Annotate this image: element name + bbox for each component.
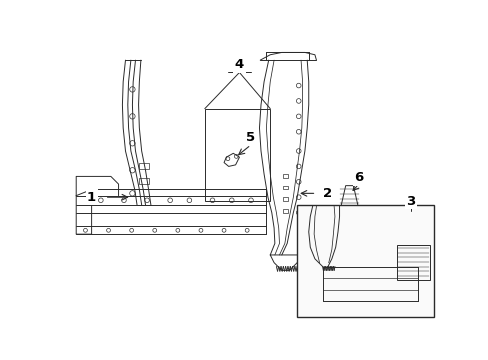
Text: 6: 6: [353, 171, 363, 184]
Text: 2: 2: [323, 187, 332, 200]
Bar: [297, 205, 433, 316]
Circle shape: [345, 294, 348, 296]
Circle shape: [382, 271, 385, 274]
Bar: [396, 245, 429, 280]
Text: 1: 1: [87, 191, 96, 204]
Text: 3: 3: [406, 194, 415, 208]
Bar: [283, 174, 287, 178]
Bar: [283, 186, 287, 189]
Bar: [283, 209, 287, 213]
Text: 5: 5: [246, 131, 255, 144]
Text: 4: 4: [234, 58, 244, 71]
Bar: [139, 163, 148, 169]
Circle shape: [330, 294, 332, 296]
Circle shape: [368, 271, 371, 274]
Circle shape: [374, 294, 377, 296]
Circle shape: [337, 271, 341, 274]
Circle shape: [353, 271, 356, 274]
Circle shape: [361, 294, 363, 296]
Bar: [139, 178, 148, 184]
Bar: [204, 109, 270, 201]
Bar: [283, 197, 287, 201]
